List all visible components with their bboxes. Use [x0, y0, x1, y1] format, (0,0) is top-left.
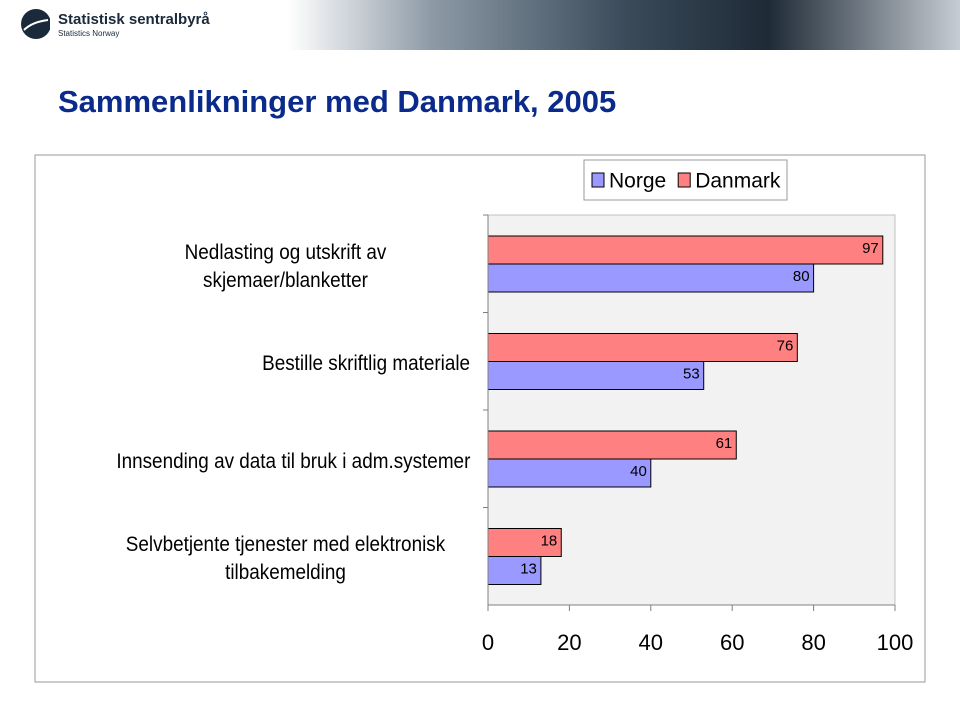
bar — [487, 430, 737, 460]
bar — [487, 528, 562, 557]
legend-swatch — [677, 172, 691, 188]
data-label: 13 — [520, 560, 537, 577]
x-tick-label: 60 — [720, 630, 744, 655]
bar — [487, 263, 815, 293]
y-tick-label: Nedlasting og utskrift av skjemaer/blank… — [184, 240, 387, 292]
chart-frame — [34, 154, 926, 683]
bar — [487, 458, 652, 488]
data-label: 18 — [541, 532, 558, 549]
bar — [487, 235, 884, 265]
data-label: 53 — [683, 365, 700, 382]
data-label: 80 — [793, 268, 810, 285]
logo-text: Statistisk sentralbyrå — [58, 11, 210, 28]
y-tick-label: Bestille skriftlig materiale — [262, 352, 470, 376]
x-tick-label: 20 — [557, 630, 581, 655]
plot-area — [487, 214, 896, 606]
data-label: 76 — [777, 337, 794, 354]
logo-icon — [21, 9, 50, 39]
x-tick-label: 100 — [877, 630, 914, 655]
y-tick-label: Selvbetjente tjenester med elektronisk t… — [125, 533, 446, 585]
bar — [487, 556, 542, 585]
data-label: 40 — [630, 463, 647, 480]
legend-label: Danmark — [695, 170, 781, 193]
legend-label: Norge — [609, 170, 666, 193]
x-tick-label: 0 — [482, 630, 494, 655]
data-label: 97 — [862, 240, 879, 257]
x-tick-label: 40 — [639, 630, 663, 655]
data-label: 61 — [716, 435, 733, 452]
legend-swatch — [591, 172, 605, 188]
x-tick-label: 80 — [801, 630, 825, 655]
chart-title: Sammenlikninger med Danmark, 2005 — [58, 84, 617, 119]
bar — [487, 333, 798, 362]
legend-box — [583, 159, 788, 201]
logo-subtext: Statistics Norway — [58, 29, 120, 38]
header-banner: Statistisk sentralbyrå Statistics Norway — [0, 0, 960, 50]
y-tick-label: Innsending av data til bruk i adm.system… — [115, 449, 470, 473]
bar — [487, 361, 705, 390]
